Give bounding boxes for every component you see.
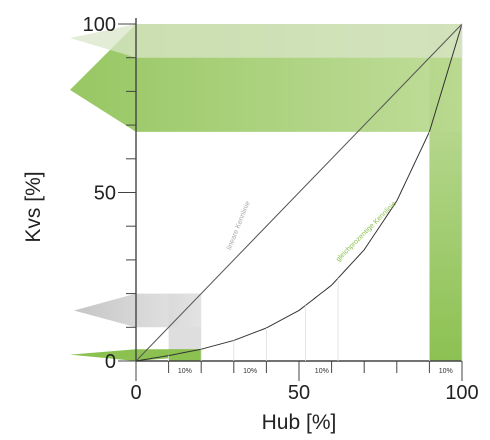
x-tick-label: 50 <box>288 382 310 404</box>
segment-label: 10% <box>439 368 453 375</box>
x-axis-title: Hub [%] <box>262 411 337 434</box>
y-axis-title: Kvs [%] <box>22 171 45 242</box>
axes-layer <box>118 18 463 381</box>
equal-percentage-curve-label: gleichprozentige Kennlinie <box>335 200 398 263</box>
linear-curve <box>135 23 463 362</box>
segment-label: 10% <box>315 368 329 375</box>
x-tick-label: 0 <box>130 382 141 404</box>
y-tick-label: 0 <box>105 351 116 373</box>
high-segment-grey-band <box>70 24 462 58</box>
segment-label: 10% <box>178 368 192 375</box>
x-tick-label: 100 <box>445 382 478 404</box>
equal-percentage-curve <box>135 23 463 362</box>
low-segment-grey-band <box>74 293 202 328</box>
segment-label: 10% <box>243 368 257 375</box>
series-layer <box>135 23 463 362</box>
linear-curve-label: lineare Kennlinie <box>226 200 252 251</box>
y-tick-label: 50 <box>94 183 116 205</box>
y-tick-label: 100 <box>83 14 116 36</box>
